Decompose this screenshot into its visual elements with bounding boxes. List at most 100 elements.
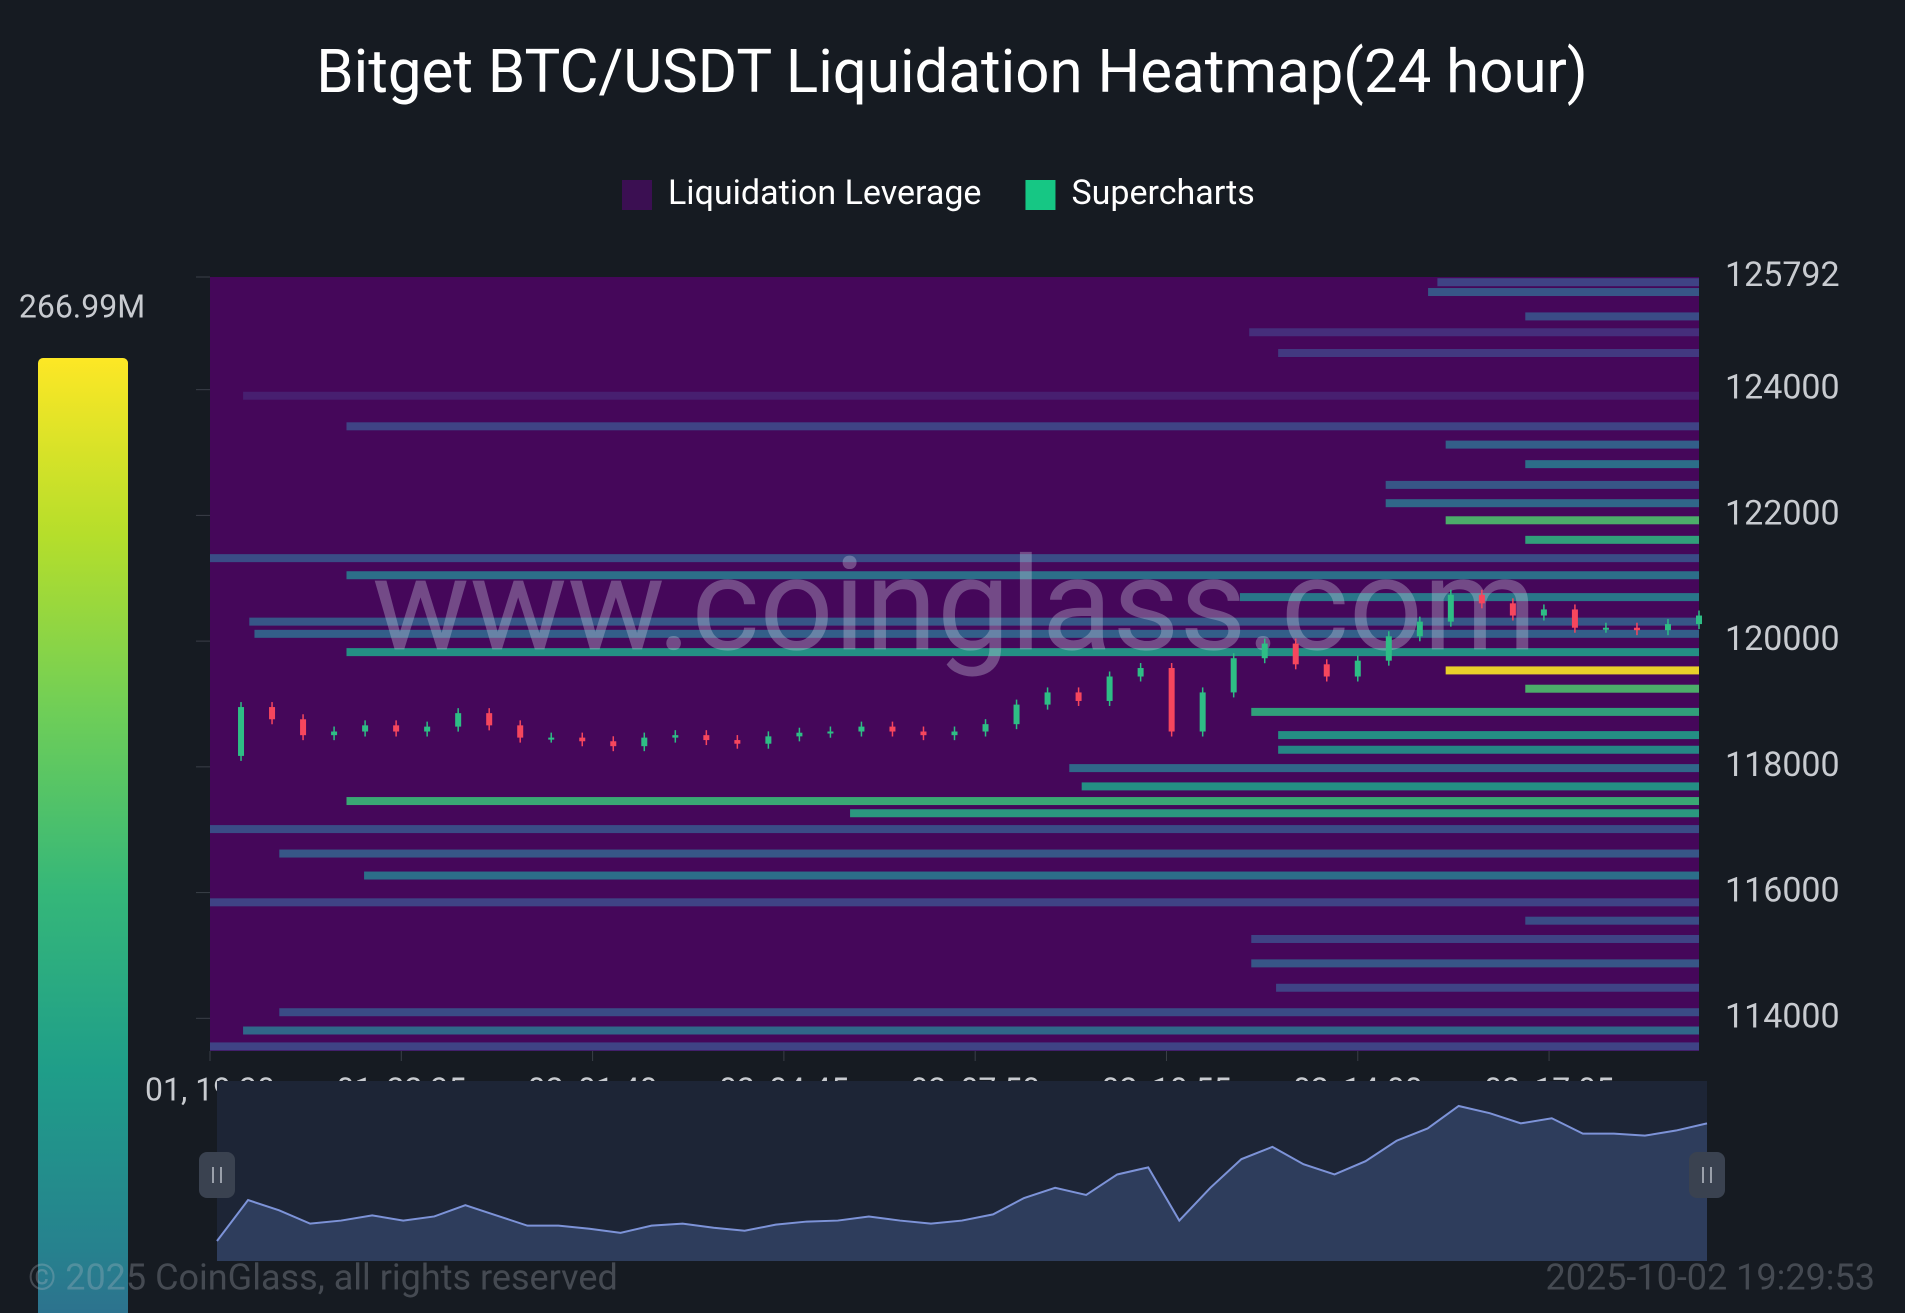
navigator-handle[interactable] <box>199 1152 235 1198</box>
y-tick-label: 118000 <box>1725 745 1840 785</box>
candle-body <box>1571 609 1578 628</box>
candle-body <box>486 713 493 726</box>
candle-body <box>548 737 555 740</box>
liquidation-band <box>1251 959 1699 968</box>
candle-body <box>1385 636 1392 661</box>
candle-body <box>1230 658 1237 693</box>
candle-body <box>796 732 803 737</box>
liquidation-band <box>243 1026 1700 1035</box>
liquidation-band <box>1445 516 1699 525</box>
liquidation-band <box>1251 934 1699 943</box>
chart-title: Bitget BTC/USDT Liquidation Heatmap(24 h… <box>316 36 1587 107</box>
liquidation-band <box>1251 707 1699 716</box>
candle-body <box>1106 676 1113 701</box>
liquidation-band <box>1525 684 1699 693</box>
navigator-handle[interactable] <box>1689 1152 1725 1198</box>
liquidation-band <box>1278 731 1699 740</box>
legend-label: Supercharts <box>1071 173 1254 213</box>
candle-body <box>1447 594 1454 622</box>
liquidation-band <box>1525 460 1699 469</box>
navigator-area <box>217 1106 1707 1261</box>
handle-body <box>1689 1152 1725 1198</box>
candle-body <box>331 731 338 736</box>
liquidation-band <box>1069 764 1699 773</box>
candle-body <box>393 725 400 732</box>
handle-body <box>199 1152 235 1198</box>
timestamp: 2025-10-02 19:29:53 <box>1545 1257 1875 1299</box>
candle-body <box>1509 603 1516 616</box>
y-tick-label: 125792 <box>1725 255 1840 295</box>
y-tick-label: 122000 <box>1725 493 1840 533</box>
candle-body <box>920 731 927 736</box>
candle-body <box>1137 668 1144 677</box>
candle-body <box>455 713 462 727</box>
candle-body <box>238 707 245 756</box>
liquidation-band <box>1445 440 1699 449</box>
liquidation-band <box>346 797 1699 806</box>
candle-body <box>734 740 741 744</box>
candle-body <box>858 726 865 732</box>
liquidation-band <box>1239 593 1699 602</box>
candle-body <box>1540 609 1547 616</box>
liquidation-band <box>1249 328 1699 337</box>
y-tick-label: 124000 <box>1725 368 1840 408</box>
candle-body <box>1168 668 1175 732</box>
candle-body <box>1292 643 1299 665</box>
navigator-line <box>216 1104 1708 1242</box>
liquidation-band <box>850 809 1699 818</box>
candle-body <box>703 735 710 741</box>
candle-body <box>889 726 896 732</box>
liquidation-band <box>1525 916 1699 925</box>
candle-body <box>1323 664 1330 677</box>
liquidation-band <box>279 849 1700 858</box>
liquidation-band <box>210 825 1699 834</box>
liquidation-band <box>346 422 1699 431</box>
liquidation-band <box>346 648 1699 657</box>
legend: Liquidation Leverage Supercharts <box>622 173 1255 213</box>
liquidation-band <box>1437 278 1699 287</box>
candle-body <box>672 735 679 738</box>
candle-body <box>641 737 648 747</box>
liquidation-band <box>1385 480 1699 489</box>
liquidation-band <box>364 871 1700 880</box>
footer: © 2025 CoinGlass, all rights reserved <box>28 1257 618 1299</box>
candle-body <box>982 724 989 732</box>
candle-body <box>1354 660 1361 677</box>
colorbar <box>38 358 128 1313</box>
liquidation-band <box>1525 312 1699 321</box>
liquidation-band <box>254 629 1700 638</box>
candle-body <box>610 741 617 747</box>
candle-body <box>424 726 431 732</box>
watermark: www.coinglass.com <box>372 528 1537 681</box>
candle-body <box>1633 627 1640 631</box>
candle-body <box>1044 692 1051 705</box>
candle-body <box>951 731 958 736</box>
legend-label: Liquidation Leverage <box>668 173 981 213</box>
liquidation-band <box>279 1008 1700 1017</box>
liquidation-band <box>1278 349 1699 358</box>
candle-body <box>1075 692 1082 701</box>
y-tick-label: 120000 <box>1725 619 1840 659</box>
candle-body <box>1013 704 1020 725</box>
liquidation-band <box>1445 666 1699 675</box>
candle-body <box>1416 621 1423 637</box>
candle-body <box>1478 594 1485 604</box>
candle-body <box>765 736 772 744</box>
legend-swatch <box>622 180 652 210</box>
y-tick-label: 114000 <box>1725 996 1840 1036</box>
candle-body <box>1199 692 1206 732</box>
candle-body <box>1696 615 1702 625</box>
liquidation-band <box>243 391 1700 400</box>
candle-body <box>827 731 834 734</box>
liquidation-band <box>346 571 1699 580</box>
liquidation-band <box>1276 983 1699 992</box>
candle-body <box>362 725 369 732</box>
legend-swatch <box>1025 180 1056 210</box>
liquidation-band <box>1428 288 1699 297</box>
colorbar-max-label: 266.99M <box>19 287 145 325</box>
liquidation-band <box>1081 782 1699 791</box>
plot-background <box>210 277 1699 1051</box>
candle-body <box>517 725 524 738</box>
